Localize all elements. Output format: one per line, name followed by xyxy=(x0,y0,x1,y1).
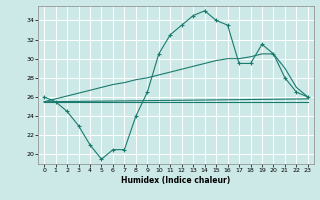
X-axis label: Humidex (Indice chaleur): Humidex (Indice chaleur) xyxy=(121,176,231,185)
